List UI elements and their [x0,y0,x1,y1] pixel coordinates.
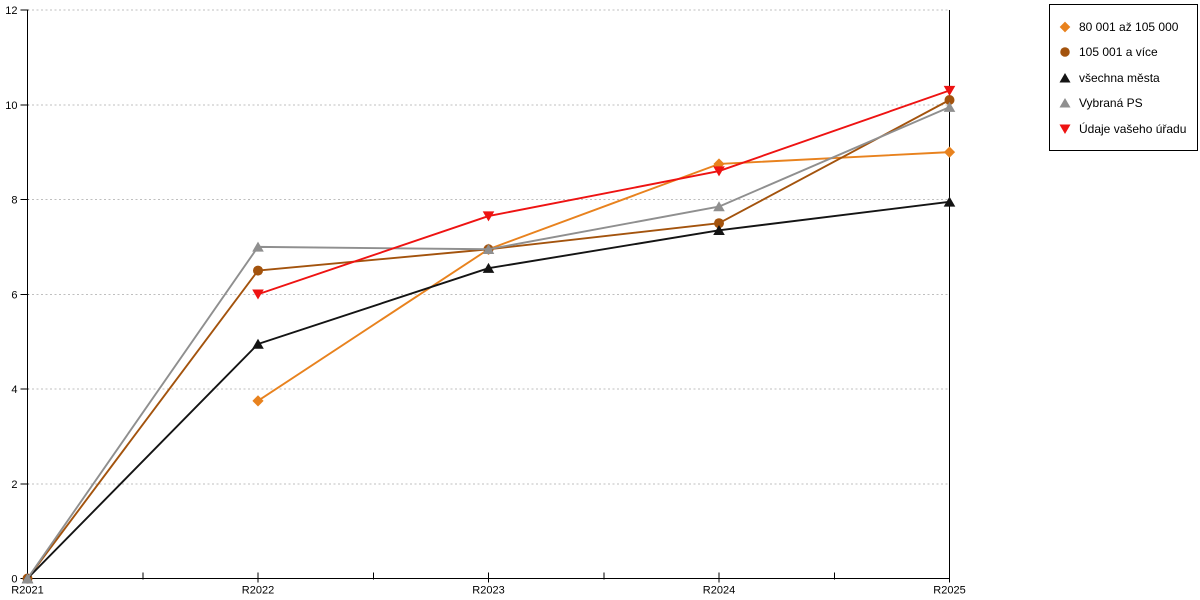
legend-label: 80 001 až 105 000 [1079,19,1179,34]
svg-text:4: 4 [11,384,17,396]
svg-text:0: 0 [11,574,17,586]
triangle-up-icon [1059,72,1071,82]
chart-legend: 80 001 až 105 000 105 001 a více všechna… [1049,4,1198,151]
svg-text:R2022: R2022 [242,585,274,597]
legend-item-vybrana-ps: Vybraná PS [1058,96,1195,110]
legend-item-80001-az-105000: 80 001 až 105 000 [1058,20,1195,34]
svg-text:2: 2 [11,479,17,491]
legend-label: 105 001 a více [1079,45,1158,59]
svg-text:8: 8 [11,195,17,207]
circle-icon [1060,47,1070,57]
legend-item-105001-a-vice: 105 001 a více [1058,45,1195,59]
triangle-up-icon [1059,97,1071,108]
legend-label: Údaje vašeho úřadu [1079,121,1187,136]
svg-text:R2023: R2023 [472,585,504,597]
legend-label: Vybraná PS [1079,96,1143,110]
legend-item-vsechna-mesta: všechna města [1058,71,1195,85]
svg-text:R2021: R2021 [11,585,43,597]
svg-text:12: 12 [5,5,17,17]
legend-label: všechna města [1079,70,1160,85]
svg-text:R2024: R2024 [703,585,735,597]
triangle-down-icon [1059,124,1071,134]
svg-text:10: 10 [5,100,17,112]
svg-text:R2025: R2025 [933,585,965,597]
diamond-icon [1059,21,1071,32]
svg-text:6: 6 [11,289,17,301]
legend-item-udaje-vaseho-uradu: Údaje vašeho úřadu [1058,122,1195,136]
